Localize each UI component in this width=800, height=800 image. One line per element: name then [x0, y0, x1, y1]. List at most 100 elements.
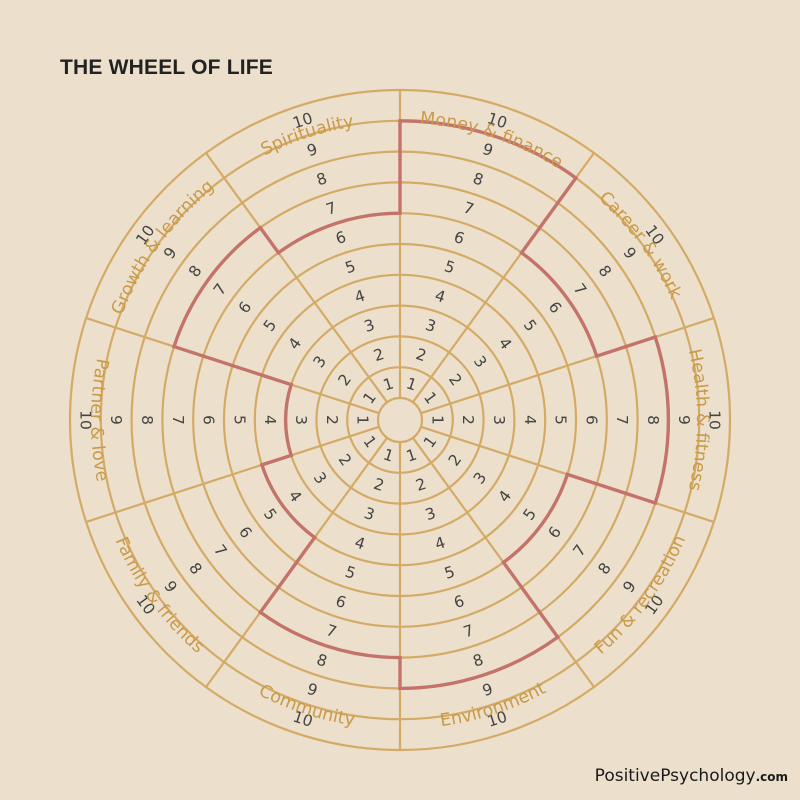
- scale-number: 3: [310, 353, 330, 372]
- scale-number: 6: [545, 298, 565, 317]
- scale-number: 5: [230, 415, 248, 425]
- scale-number: 4: [433, 533, 448, 553]
- scale-number: 6: [545, 523, 565, 542]
- scale-number: 5: [343, 257, 358, 277]
- scale-number: 7: [570, 280, 590, 299]
- scale-number: 2: [371, 475, 386, 495]
- scale-number: 8: [185, 262, 205, 281]
- scale-number: 1: [381, 445, 396, 465]
- scale-number: 5: [343, 563, 358, 583]
- scale-number: 10: [706, 410, 724, 430]
- scale-number: 10: [485, 708, 509, 731]
- scale-number: 5: [520, 316, 540, 335]
- scale-number: 1: [360, 389, 380, 408]
- scale-number: 7: [169, 415, 187, 425]
- score-polygon: [171, 119, 671, 691]
- scale-number: 5: [520, 505, 540, 524]
- scale-number: 9: [675, 415, 693, 425]
- scale-number: 2: [459, 415, 477, 425]
- scale-number: 5: [260, 505, 280, 524]
- wheel-spoke: [420, 316, 715, 415]
- wheel-hub: [376, 396, 424, 444]
- scale-number: 8: [594, 262, 614, 281]
- scale-number: 4: [261, 415, 279, 425]
- scale-number: 6: [333, 228, 348, 248]
- category-label: Fun & recreation: [591, 532, 690, 658]
- scale-number: 1: [404, 445, 419, 465]
- scale-number: 10: [291, 109, 315, 132]
- brand-name: PositivePsychology: [594, 766, 756, 786]
- category-label: Career & work: [595, 188, 686, 303]
- page-title: THE WHEEL OF LIFE: [60, 56, 274, 79]
- scale-number: 3: [362, 316, 377, 336]
- scale-number: 8: [185, 559, 205, 578]
- scale-number: 2: [335, 451, 355, 470]
- scale-number: 6: [235, 298, 255, 317]
- scale-number: 1: [360, 433, 380, 452]
- scale-number: 3: [470, 469, 490, 488]
- scale-number: 10: [291, 708, 315, 731]
- scale-number: 8: [471, 651, 486, 671]
- scale-number: 8: [314, 651, 329, 671]
- scale-number: 1: [381, 374, 396, 394]
- scale-number: 7: [613, 415, 631, 425]
- scale-number: 4: [521, 415, 539, 425]
- scale-number: 1: [420, 433, 440, 452]
- scale-number: 2: [445, 371, 465, 390]
- scale-number: 3: [292, 415, 310, 425]
- scale-number: 2: [323, 415, 341, 425]
- scale-number: 8: [594, 559, 614, 578]
- scale-number: 4: [433, 286, 448, 306]
- scale-number: 5: [552, 415, 570, 425]
- scale-number: 5: [260, 316, 280, 335]
- wheel-spoke: [205, 152, 388, 403]
- brand-logo: PositivePsychology.com: [595, 766, 788, 786]
- scale-number: 3: [423, 504, 438, 524]
- scale-number: 6: [452, 592, 467, 612]
- scale-number: 2: [445, 451, 465, 470]
- scale-number: 2: [414, 345, 429, 365]
- scale-number: 9: [619, 578, 639, 597]
- scale-number: 5: [442, 257, 457, 277]
- scale-number: 6: [333, 592, 348, 612]
- scale-number: 7: [461, 199, 476, 219]
- scale-number: 6: [235, 523, 255, 542]
- scale-number: 3: [423, 316, 438, 336]
- scale-number: 1: [420, 389, 440, 408]
- scale-number: 9: [160, 578, 180, 597]
- scale-number: 1: [354, 415, 372, 425]
- scale-number: 7: [210, 280, 230, 299]
- scale-number: 2: [371, 345, 386, 365]
- scale-number: 8: [644, 415, 662, 425]
- scale-number: 3: [362, 504, 377, 524]
- scale-number: 4: [495, 334, 515, 353]
- scale-number: 7: [461, 621, 476, 641]
- scale-number: 6: [452, 228, 467, 248]
- scale-number: 10: [76, 410, 94, 430]
- category-label: Family & friends: [111, 534, 208, 657]
- scale-number: 4: [495, 487, 515, 506]
- scale-number: 6: [582, 415, 600, 425]
- scale-number: 3: [470, 353, 490, 372]
- scale-number: 2: [414, 475, 429, 495]
- scale-number: 3: [310, 469, 330, 488]
- scale-number: 7: [324, 621, 339, 641]
- scale-number: 3: [490, 415, 508, 425]
- scale-number: 5: [442, 563, 457, 583]
- scale-number: 9: [305, 680, 320, 700]
- scale-number: 7: [570, 541, 590, 560]
- scale-number: 1: [428, 415, 446, 425]
- scale-number: 4: [352, 286, 367, 306]
- score-outline: [171, 119, 671, 691]
- scale-number: 4: [285, 487, 305, 506]
- scale-number: 10: [485, 109, 509, 132]
- scale-number: 2: [335, 371, 355, 390]
- brand-suffix: .com: [755, 770, 788, 784]
- scale-number: 9: [107, 415, 125, 425]
- scale-number: 9: [480, 680, 495, 700]
- scale-number: 8: [314, 169, 329, 189]
- scale-number: 8: [471, 169, 486, 189]
- scale-number: 7: [210, 541, 230, 560]
- scale-number: 4: [352, 533, 367, 553]
